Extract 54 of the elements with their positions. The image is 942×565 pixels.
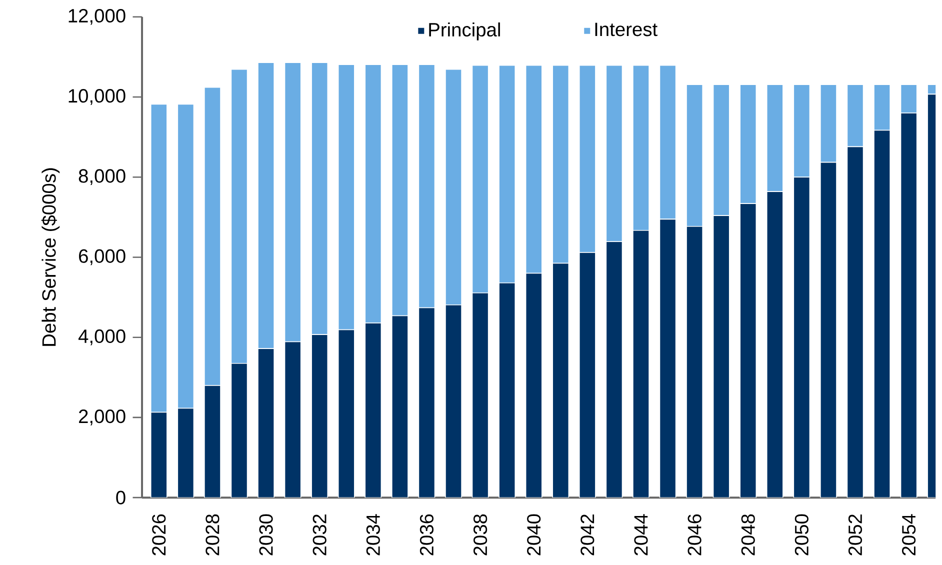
bar	[900, 84, 918, 114]
bar	[659, 64, 676, 220]
bar	[392, 64, 408, 316]
legend-label: Interest	[595, 22, 658, 36]
x-tick-label: 2040	[527, 514, 541, 556]
bar	[740, 84, 757, 204]
bar	[230, 68, 248, 364]
x-tick-label: 2034	[366, 514, 380, 556]
bar	[364, 64, 382, 324]
bar	[498, 64, 516, 284]
x-tick-label: 2032	[312, 514, 326, 556]
x-tick-label: 2038	[473, 514, 488, 556]
x-tick-label: 2026	[152, 514, 166, 556]
legend-label: Principal	[429, 22, 500, 40]
x-tick-label: 2048	[741, 514, 755, 556]
y-tick-label: 6,000	[79, 249, 126, 266]
bar	[846, 84, 864, 148]
x-tick-label: 2054	[902, 514, 916, 556]
y-axis-title: Debt Service ($000s)	[41, 168, 60, 346]
bar	[686, 84, 703, 227]
bar	[445, 68, 462, 306]
x-tick-label: 2046	[688, 514, 702, 556]
bar	[793, 84, 810, 178]
x-tick-label: 2044	[634, 514, 648, 556]
y-tick-label: 12,000	[68, 8, 126, 25]
y-tick-label: 4,000	[78, 329, 126, 346]
y-tick-label: 0	[116, 490, 126, 504]
y-tick-label: 2,000	[79, 409, 126, 426]
bar	[632, 64, 650, 231]
bar	[766, 84, 784, 192]
y-tick-label: 8,000	[78, 169, 126, 185]
bar	[472, 64, 489, 294]
bar	[284, 62, 302, 342]
x-tick-label: 2042	[580, 514, 594, 556]
bar	[418, 64, 436, 308]
bar	[552, 64, 570, 264]
bar	[606, 64, 623, 242]
bar	[874, 84, 890, 131]
bar	[525, 64, 542, 274]
bar	[258, 62, 274, 349]
bar	[712, 84, 730, 216]
x-tick-label: 2030	[259, 514, 273, 556]
y-tick-label: 10,000	[68, 88, 126, 105]
x-tick-label: 2036	[420, 514, 434, 556]
bar	[578, 64, 596, 253]
bar	[177, 104, 194, 409]
x-tick-label: 2028	[206, 514, 220, 556]
bar	[820, 84, 837, 163]
bar	[150, 104, 168, 413]
bar	[338, 64, 355, 330]
bar	[204, 86, 221, 386]
x-tick-label: 2052	[848, 514, 862, 556]
bar	[311, 62, 328, 335]
x-tick-label: 2050	[794, 514, 808, 556]
